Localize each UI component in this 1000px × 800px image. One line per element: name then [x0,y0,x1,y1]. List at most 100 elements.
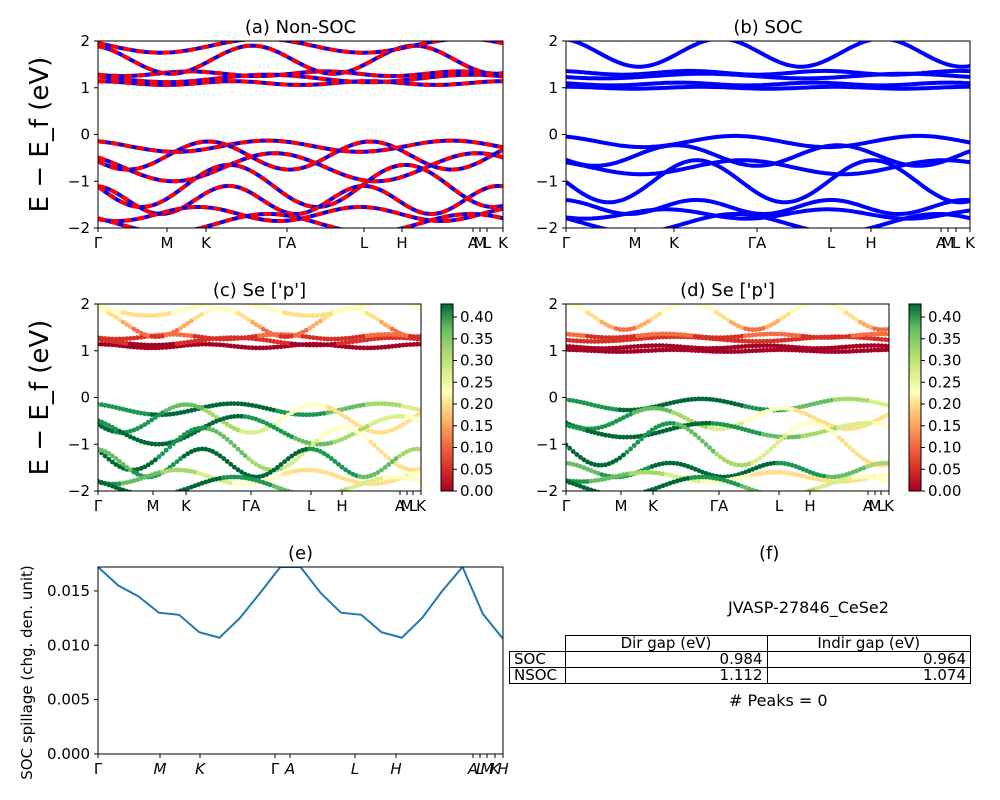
projection-point [314,441,320,447]
projection-point [167,331,173,337]
projection-point [397,453,402,459]
projection-point [786,337,791,343]
projection-point [382,332,388,337]
projection-point [156,441,162,447]
projection-point [296,342,302,347]
projection-point [875,343,881,349]
projection-point [872,331,877,337]
projection-point [332,310,338,315]
projection-point [127,311,133,317]
projection-point [264,332,270,338]
projection-point [765,492,770,497]
projection-point [404,404,409,410]
projection-point [624,334,630,340]
projection-point [746,461,752,467]
projection-point [332,473,338,478]
projection-point [149,313,155,318]
projection-point [375,317,381,322]
projection-point [710,335,716,340]
projection-point [328,336,334,342]
projection-point [196,425,201,431]
projection-point [393,332,399,338]
projection-point [603,423,608,429]
projection-point [875,327,881,332]
projection-point [603,338,608,344]
y-tick-label: −1 [68,172,90,190]
projection-point [800,333,806,339]
projection-point [656,406,662,411]
projection-point [807,413,813,419]
projection-point [199,406,205,411]
projection-point [293,451,298,457]
x-tick-label: H [497,760,508,778]
projection-point [253,322,259,327]
projection-point [386,479,392,485]
projection-point [350,305,356,311]
projection-point [181,453,187,459]
projection-point [646,469,651,475]
projection-point [131,436,137,441]
projection-point [185,333,191,338]
projection-point [703,304,709,309]
projection-point [257,345,262,351]
projection-point [793,333,799,338]
projection-point [750,348,755,354]
projection-point [778,460,784,466]
projection-point [221,456,227,461]
projection-point [382,322,388,327]
projection-point [667,426,673,432]
projection-point [310,323,316,329]
projection-point [778,338,784,343]
projection-point [321,312,327,317]
projection-point [850,448,856,453]
projection-point [617,434,623,440]
projection-point [267,470,273,475]
projection-point [678,398,684,404]
x-tick-label: Γ [94,760,103,778]
projection-point [407,414,413,420]
projection-point [710,421,716,426]
projection-point [653,314,659,319]
projection-point [120,480,126,486]
projection-point [811,334,816,340]
projection-point [264,472,270,477]
projection-point [181,402,187,407]
projection-point [185,321,191,326]
projection-point [847,475,852,481]
projection-point [142,422,148,427]
projection-point [617,335,623,340]
projection-point [375,401,381,406]
projection-point [653,486,659,491]
projection-point [350,431,356,437]
projection-point [235,336,241,341]
x-tick-label: K [490,760,501,778]
projection-point [883,477,888,483]
projection-point [700,334,705,340]
projection-point [210,449,216,454]
projection-point [132,490,135,491]
projection-point [829,397,834,403]
projection-point [135,342,140,347]
projection-point [135,471,140,477]
projection-point [314,321,320,326]
projection-point [163,447,169,453]
projection-point [160,342,166,348]
x-tick-label: M [942,234,955,252]
projection-point [99,335,104,341]
projection-point [386,335,392,341]
projection-point [153,457,158,463]
projection-point [253,403,259,409]
projection-point [797,491,802,496]
projection-point [786,470,791,476]
projection-point [592,339,598,344]
projection-point [124,311,130,316]
projection-point [364,337,370,343]
projection-point [750,343,755,349]
projection-point [764,324,770,330]
projection-point [811,487,816,491]
projection-point [664,331,669,337]
projection-point [603,462,608,468]
projection-point [138,342,144,348]
projection-point [753,488,759,491]
projection-point [606,338,612,344]
